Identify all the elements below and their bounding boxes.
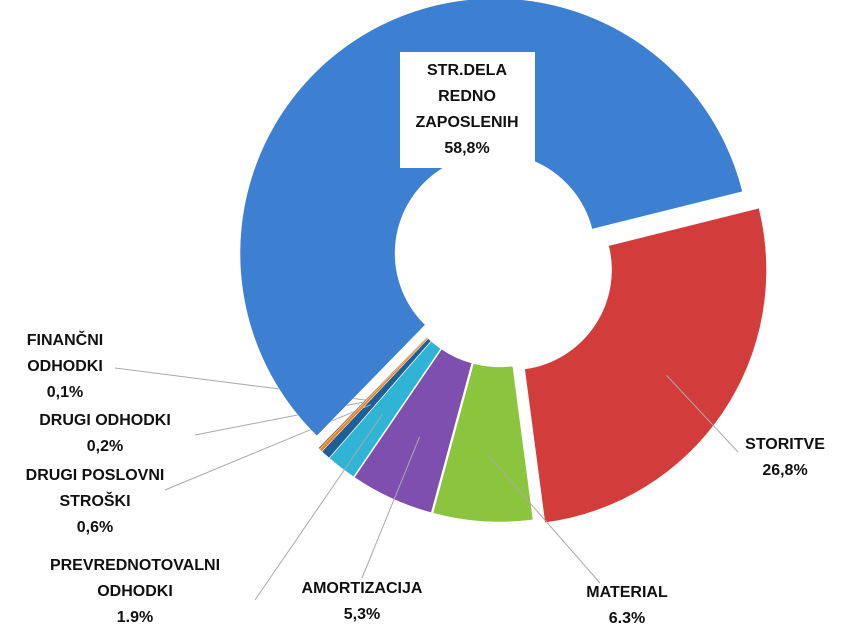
data-label: STR.DELA REDNO ZAPOSLENIH 58,8% — [399, 52, 535, 168]
donut-slice — [318, 336, 428, 450]
donut-slice — [432, 363, 534, 523]
category-label: STR.DELA REDNO ZAPOSLENIH — [415, 62, 519, 131]
category-label: FINANČNI ODHODKI — [26, 332, 104, 375]
donut-slice — [329, 340, 442, 478]
category-label: DRUGI POSLOVNI STROŠKI — [25, 467, 165, 510]
category-label: PREVREDNOTOVALNI ODHODKI — [49, 557, 221, 600]
value-label: 6.3% — [608, 610, 646, 627]
value-label: 0,6% — [76, 519, 114, 536]
donut-slice — [524, 207, 767, 523]
donut-slice — [354, 348, 473, 513]
leader-line — [666, 375, 739, 453]
leader-line — [361, 436, 421, 579]
data-label: FINANČNI ODHODKI 0,1% — [10, 328, 120, 406]
data-label: MATERIAL 6.3% — [567, 580, 687, 632]
value-label: 1.9% — [116, 609, 154, 626]
value-label: 0,2% — [86, 438, 124, 455]
category-label: DRUGI ODHODKI — [39, 412, 171, 429]
value-label: 0,1% — [46, 384, 84, 401]
leader-line — [486, 453, 601, 584]
data-label: STORITVE 26,8% — [725, 432, 841, 484]
value-label: 5,3% — [343, 606, 381, 623]
category-label: AMORTIZACIJA — [301, 580, 423, 597]
value-label: 58,8% — [444, 140, 490, 157]
leader-line — [164, 404, 371, 491]
data-label: DRUGI ODHODKI 0,2% — [5, 408, 205, 460]
category-label: STORITVE — [745, 436, 825, 453]
data-label: DRUGI POSLOVNI STROŠKI 0,6% — [10, 463, 180, 541]
value-label: 26,8% — [762, 462, 808, 479]
data-label: AMORTIZACIJA 5,3% — [282, 576, 442, 628]
donut-slice — [239, 0, 743, 437]
leader-line — [254, 414, 383, 601]
category-label: MATERIAL — [586, 584, 668, 601]
data-label: PREVREDNOTOVALNI ODHODKI 1.9% — [30, 553, 240, 631]
